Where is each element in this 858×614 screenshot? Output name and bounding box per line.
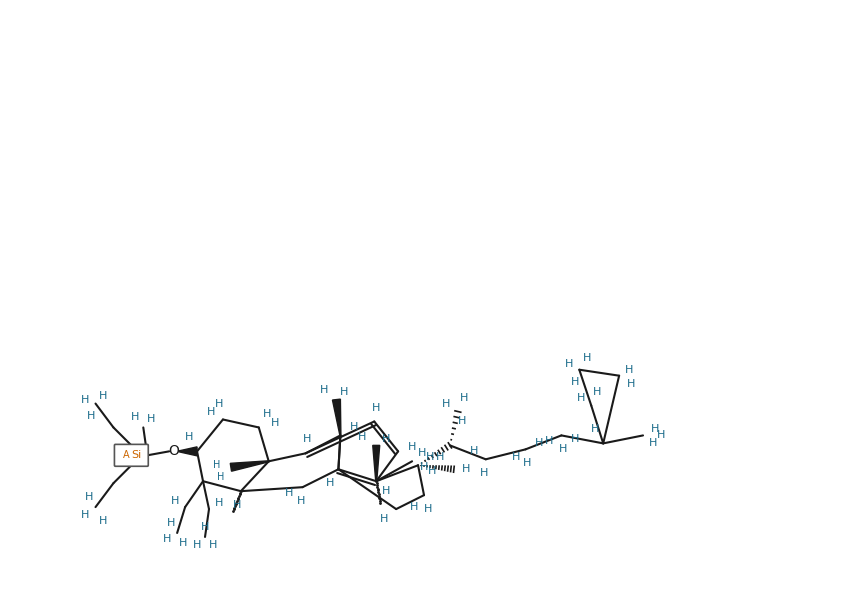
Text: H: H bbox=[171, 496, 179, 506]
Text: H: H bbox=[426, 453, 434, 462]
Text: H: H bbox=[583, 353, 591, 363]
Text: H: H bbox=[480, 468, 488, 478]
Text: H: H bbox=[82, 395, 90, 405]
Text: H: H bbox=[214, 498, 223, 508]
Text: H: H bbox=[372, 403, 380, 413]
Text: H: H bbox=[410, 502, 418, 512]
Text: H: H bbox=[201, 522, 209, 532]
Text: H: H bbox=[577, 392, 585, 403]
Text: H: H bbox=[163, 534, 172, 544]
Text: H: H bbox=[82, 510, 90, 520]
Polygon shape bbox=[372, 445, 380, 481]
Text: H: H bbox=[649, 438, 657, 448]
Text: H: H bbox=[436, 453, 444, 462]
Text: H: H bbox=[147, 414, 155, 424]
Text: H: H bbox=[100, 391, 107, 400]
Text: H: H bbox=[511, 453, 520, 462]
Polygon shape bbox=[332, 399, 341, 435]
Text: H: H bbox=[185, 432, 193, 443]
Text: H: H bbox=[270, 419, 279, 429]
Text: H: H bbox=[408, 442, 416, 453]
Text: H: H bbox=[326, 478, 335, 488]
Text: H: H bbox=[424, 504, 432, 514]
Polygon shape bbox=[230, 461, 269, 471]
Text: H: H bbox=[593, 387, 601, 397]
Text: H: H bbox=[420, 462, 428, 472]
Text: H: H bbox=[341, 387, 348, 397]
Text: H: H bbox=[656, 430, 665, 440]
Text: H: H bbox=[382, 434, 390, 445]
Text: H: H bbox=[320, 384, 329, 395]
Text: H: H bbox=[304, 434, 311, 445]
Text: H: H bbox=[382, 486, 390, 496]
Text: H: H bbox=[571, 434, 579, 445]
Text: H: H bbox=[418, 448, 426, 458]
Text: H: H bbox=[100, 516, 107, 526]
Text: H: H bbox=[457, 416, 466, 427]
Text: H: H bbox=[650, 424, 659, 435]
Text: H: H bbox=[358, 432, 366, 443]
Polygon shape bbox=[179, 447, 197, 456]
Text: H: H bbox=[460, 392, 468, 403]
Text: H: H bbox=[535, 438, 544, 448]
Text: H: H bbox=[523, 458, 532, 468]
Text: H: H bbox=[167, 518, 175, 528]
Text: H: H bbox=[546, 437, 553, 446]
Text: H: H bbox=[85, 492, 94, 502]
Text: H: H bbox=[350, 422, 359, 432]
Text: H: H bbox=[571, 376, 579, 387]
Text: H: H bbox=[296, 496, 305, 506]
Text: H: H bbox=[462, 464, 470, 474]
Text: H: H bbox=[565, 359, 573, 369]
Text: H: H bbox=[88, 411, 96, 421]
Text: H: H bbox=[214, 398, 223, 408]
FancyBboxPatch shape bbox=[114, 445, 148, 466]
Text: H: H bbox=[233, 500, 241, 510]
Text: H: H bbox=[559, 445, 568, 454]
Text: H: H bbox=[263, 408, 271, 419]
Text: H: H bbox=[625, 365, 633, 375]
Text: H: H bbox=[208, 540, 217, 550]
Text: H: H bbox=[469, 446, 478, 456]
Text: H: H bbox=[131, 413, 140, 422]
Text: H: H bbox=[214, 460, 221, 470]
Text: H: H bbox=[193, 540, 202, 550]
Text: Si: Si bbox=[131, 450, 142, 460]
Text: H: H bbox=[380, 514, 389, 524]
Text: O: O bbox=[169, 445, 179, 458]
Text: H: H bbox=[591, 424, 600, 435]
Text: H: H bbox=[179, 538, 187, 548]
Text: H: H bbox=[207, 406, 215, 416]
Text: H: H bbox=[627, 379, 635, 389]
Text: H: H bbox=[442, 398, 450, 408]
Text: A: A bbox=[123, 450, 130, 460]
Text: H: H bbox=[217, 472, 225, 482]
Text: H: H bbox=[285, 488, 293, 498]
Text: H: H bbox=[428, 466, 436, 476]
